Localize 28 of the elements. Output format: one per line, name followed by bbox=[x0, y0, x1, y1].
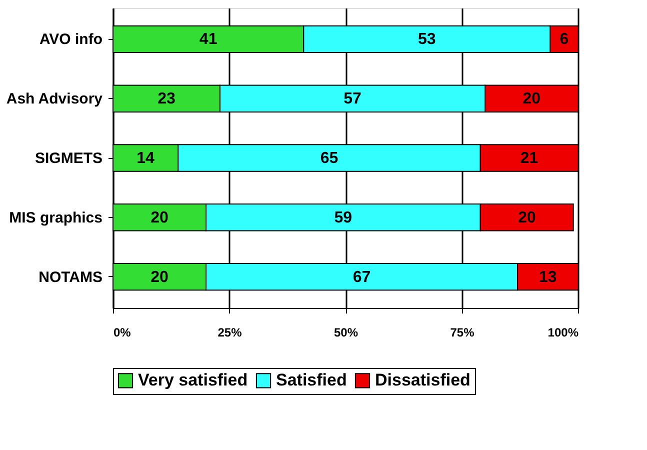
data-label: 20 bbox=[150, 209, 168, 226]
data-label: 67 bbox=[352, 268, 371, 286]
y-tick-label: Ash Advisory bbox=[6, 90, 104, 108]
data-label: 23 bbox=[158, 90, 176, 108]
data-label: 59 bbox=[334, 209, 352, 226]
data-label: 14 bbox=[136, 150, 155, 167]
legend-label: Satisfied bbox=[276, 370, 347, 390]
data-label: 20 bbox=[150, 268, 168, 286]
data-label: 13 bbox=[538, 268, 557, 286]
data-label: 6 bbox=[560, 31, 569, 48]
data-label: 20 bbox=[518, 209, 536, 226]
legend-label: Very satisfied bbox=[138, 370, 248, 390]
x-tick-label: 25% bbox=[218, 326, 242, 340]
x-tick-label: 0% bbox=[114, 326, 132, 340]
y-tick-label: SIGMETS bbox=[34, 150, 102, 167]
y-tick-label: AVO info bbox=[39, 31, 102, 48]
y-tick-label: NOTAMS bbox=[38, 268, 102, 286]
data-label: 53 bbox=[418, 31, 436, 48]
data-label: 41 bbox=[199, 31, 218, 48]
legend-label: Dissatisfied bbox=[375, 370, 470, 390]
x-tick-label: 100% bbox=[548, 326, 579, 340]
y-tick-label: MIS graphics bbox=[9, 209, 102, 226]
data-label: 20 bbox=[522, 90, 540, 108]
data-label: 57 bbox=[344, 90, 362, 108]
x-tick-label: 75% bbox=[450, 326, 475, 340]
data-label: 21 bbox=[520, 150, 538, 167]
x-tick-label: 50% bbox=[334, 326, 358, 340]
data-label: 65 bbox=[320, 150, 338, 167]
